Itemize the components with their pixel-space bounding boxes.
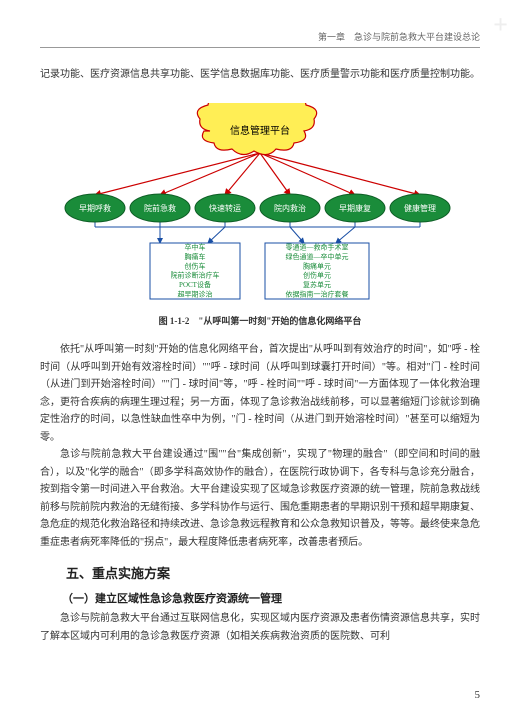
body-paragraph-1: 依托"从呼叫第一时刻"开始的信息化网络平台，首次提出"从呼叫到有效治疗的时间"，…: [40, 341, 480, 446]
figure-caption: 图 1-1-2 "从呼叫第一时刻"开始的信息化网络平台: [40, 314, 480, 327]
corner-decoration: +: [493, 12, 508, 38]
svg-text:早期呼救: 早期呼救: [79, 203, 111, 213]
intro-paragraph: 记录功能、医疗资源信息共享功能、医学信息数据库功能、医疗质量警示功能和医疗质量控…: [40, 66, 480, 83]
svg-text:院前诊断治疗车: 院前诊断治疗车: [171, 271, 220, 280]
svg-text:早期康复: 早期康复: [339, 203, 371, 213]
svg-text:胸痛单元: 胸痛单元: [303, 261, 331, 270]
svg-text:超早期诊治: 超早期诊治: [178, 289, 213, 298]
flowchart-diagram: 信息管理平台早期呼救 院前急救 快速转运 院内救治 早期康复 健康管理卒中车胸痛车创伤车院…: [60, 103, 460, 308]
svg-text:院前急救: 院前急救: [144, 203, 176, 213]
svg-text:创伤单元: 创伤单元: [303, 271, 331, 280]
svg-text:绿色通道—卒中单元: 绿色通道—卒中单元: [286, 252, 349, 261]
svg-text:健康管理: 健康管理: [404, 203, 436, 213]
subsection-5-1-text: 急诊与院前急救大平台通过互联网信息化，实现区域内医疗资源及患者伤情资源信息共享，…: [40, 610, 480, 645]
svg-text:复苏单元: 复苏单元: [303, 280, 331, 289]
svg-text:依据指南一治疗套餐: 依据指南一治疗套餐: [286, 289, 349, 298]
svg-text:零通道—救命手术室: 零通道—救命手术室: [286, 243, 349, 252]
svg-text:快速转运: 快速转运: [209, 203, 241, 213]
svg-text:院内救治: 院内救治: [274, 203, 306, 213]
page-number: 5: [475, 689, 481, 701]
svg-text:信息管理平台: 信息管理平台: [230, 124, 290, 137]
body-paragraph-2: 急诊与院前急救大平台建设通过"围""台"集成创新"，实现了"物理的融合"（即空间…: [40, 446, 480, 551]
svg-text:胸痛车: 胸痛车: [185, 252, 206, 261]
section-5-heading: 五、重点实施方案: [40, 563, 480, 582]
chapter-header: 第一章 急诊与院前急救大平台建设总论: [40, 30, 480, 43]
header-rule: [40, 47, 480, 48]
svg-text:创伤车: 创伤车: [185, 261, 206, 270]
subsection-5-1-heading: （一）建立区域性急诊急救医疗资源统一管理: [40, 590, 480, 606]
svg-text:POCT设备: POCT设备: [179, 280, 211, 289]
svg-text:卒中车: 卒中车: [185, 243, 206, 252]
